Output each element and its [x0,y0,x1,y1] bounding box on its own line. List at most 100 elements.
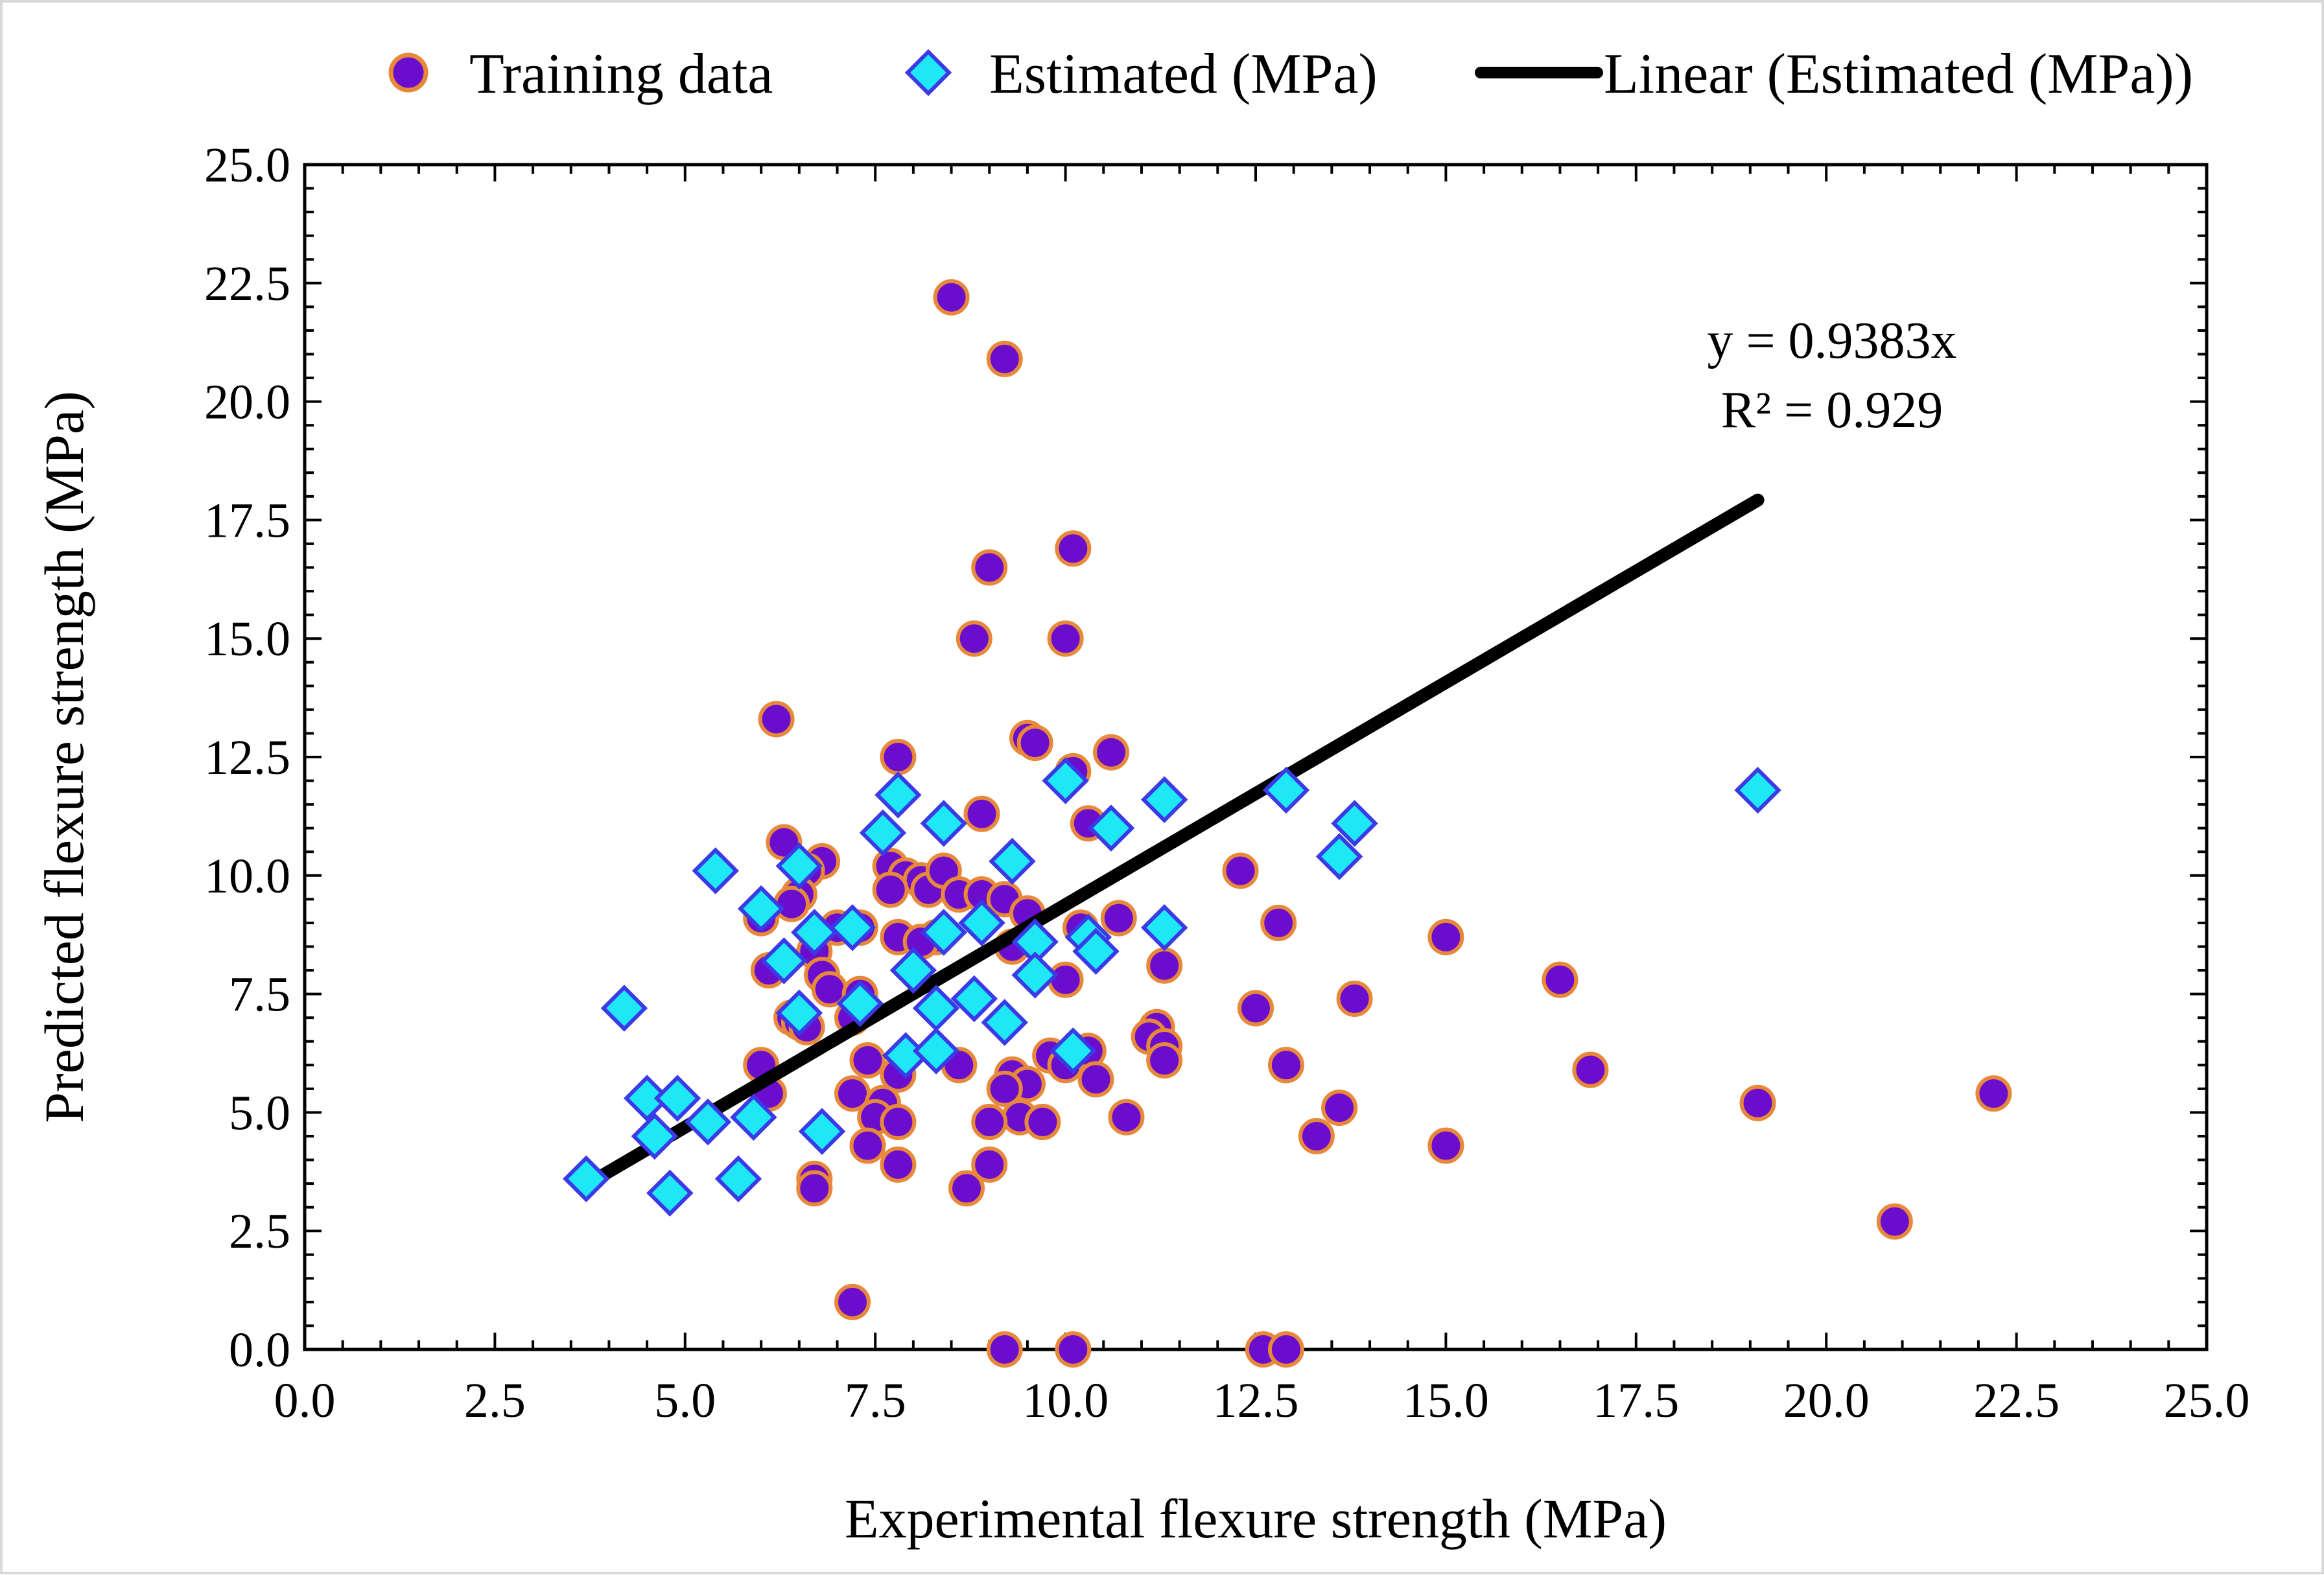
legend-training-marker [388,52,428,93]
estimated-data-point [737,885,785,933]
y-tick-label: 20.0 [204,375,290,430]
estimated-data-point [631,1112,679,1160]
estimated-data-point [920,909,968,956]
training-data-point [986,1331,1023,1368]
estimated-data-point [1087,804,1135,852]
training-data-point [834,1283,871,1320]
y-tick-label: 15.0 [204,612,290,666]
y-tick-label: 17.5 [204,493,290,548]
training-data-point [1321,1090,1358,1126]
training-data-point [1876,1203,1913,1240]
training-data-point [1975,1075,2012,1112]
estimated-data-point [1072,928,1120,975]
legend-training-label: Training data [469,43,773,106]
x-tick-label: 10.0 [1022,1373,1109,1428]
estimated-data-point [1140,904,1188,951]
estimated-data-point [1262,766,1310,814]
training-data-point [1267,1047,1304,1084]
training-data-point [880,1146,917,1183]
x-axis-title: Experimental flexure strength (MPa) [845,1488,1667,1550]
estimated-data-point [730,1093,777,1141]
estimated-data-point [859,809,907,857]
estimated-data-point [653,1075,701,1122]
x-tick-label: 25.0 [2164,1373,2250,1428]
training-data-point [1108,1099,1145,1136]
y-tick-label: 12.5 [204,730,290,785]
training-data-point [971,549,1008,586]
x-tick-label: 12.5 [1213,1373,1299,1428]
training-data-point [1016,725,1053,762]
estimated-data-point [791,909,838,956]
training-data-point [1047,961,1084,998]
training-data-point [1267,1331,1304,1368]
legend-estimated-marker [904,49,952,97]
training-data-point [1146,1042,1183,1079]
legend: Training data Estimated (MPa) Linear (Es… [388,43,2193,106]
x-tick-label: 7.5 [845,1373,906,1428]
training-data-point [1298,1117,1335,1154]
training-data-point [963,795,1000,832]
legend-estimated-label: Estimated (MPa) [989,43,1378,106]
estimated-data-point [828,904,876,951]
estimated-data-point [692,847,739,894]
training-data-point [986,1070,1023,1107]
training-data-point [796,1170,833,1207]
training-data-point [971,1104,1008,1141]
estimated-data-point [562,1155,610,1203]
estimated-data-point [775,989,823,1037]
training-data-point [849,1042,886,1079]
training-data-point [1238,990,1274,1027]
x-tick-label: 2.5 [464,1373,526,1428]
scatter-chart: Training data Estimated (MPa) Linear (Es… [33,43,2250,1550]
estimated-data-point [714,1155,762,1203]
estimated-data-point [920,800,968,847]
estimated-data-point [646,1169,694,1217]
estimated-data-point [623,1075,671,1122]
training-data-point [1047,620,1084,657]
estimated-data-point [958,899,1005,947]
training-data-point [872,871,909,908]
training-data-point [971,1146,1008,1183]
training-data-point [758,701,795,738]
estimated-data-point [1050,1027,1097,1075]
x-tick-label: 15.0 [1403,1373,1489,1428]
legend-trendline-label: Linear (Estimated (MPa)) [1604,43,2193,106]
training-data-point [1336,980,1373,1017]
training-data-point [933,279,970,316]
training-data-point [1542,961,1579,998]
estimated-data-point [950,975,998,1023]
training-data-point [1427,918,1464,955]
estimated-data-point [836,979,884,1027]
axis-tick-labels: 0.0 2.5 5.0 7.5 10.0 12.5 15.0 17.5 20.0 22.5 25.0… [204,138,2250,1428]
training-data-point [1024,1104,1061,1141]
training-data-point [1100,900,1137,937]
y-tick-label: 2.5 [229,1204,290,1259]
training-data-point [1222,852,1259,889]
estimated-data-point [1331,800,1378,847]
estimated-data-point [912,1027,960,1075]
y-tick-label: 25.0 [204,138,290,192]
y-axis-title: Predicted flexure strength (MPa) [33,391,95,1123]
trendline-layer [580,493,1765,1192]
training-data-point [1146,947,1183,984]
trendline-equation: y = 0.9383x [1707,312,1956,369]
estimated-data-point [989,837,1036,885]
linear-trendline [580,493,1765,1192]
estimated-data-points [562,757,1781,1217]
training-data-point [956,620,992,657]
estimated-data-point [889,946,937,994]
training-data-point [849,1127,886,1164]
estimated-data-point [1734,766,1781,814]
estimated-data-point [798,1108,846,1155]
y-tick-label: 10.0 [204,849,290,904]
training-data-point [948,1170,985,1207]
training-data-point [1572,1051,1609,1088]
training-data-point [773,885,810,922]
training-data-point [1077,1061,1114,1098]
estimated-data-point [1011,951,1059,999]
y-tick-label: 7.5 [229,968,290,1022]
x-tick-label: 5.0 [654,1373,716,1428]
estimated-data-point [760,937,808,985]
axis-ticks [303,163,2208,1351]
